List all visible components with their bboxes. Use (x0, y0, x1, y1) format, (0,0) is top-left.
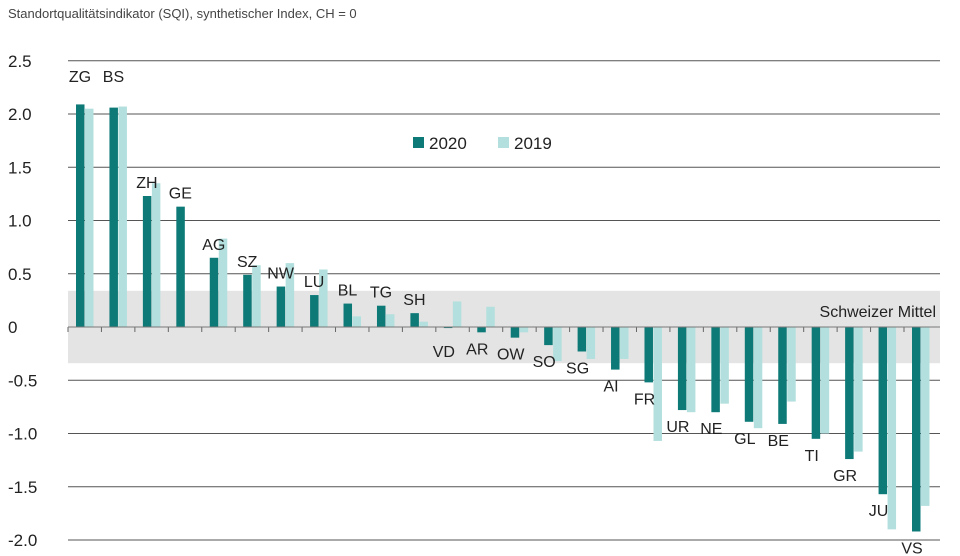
bar-2019-VS (921, 327, 930, 506)
y-tick-label: -2.0 (8, 531, 37, 550)
bar-2019-AR (486, 306, 495, 327)
bar-2020-TG (376, 305, 386, 327)
bar-2020-GL (744, 327, 754, 422)
category-label: GR (833, 468, 857, 485)
y-tick-label: -1.0 (8, 425, 37, 444)
bar-2020-SO (544, 327, 553, 346)
bar-2020-AR (477, 327, 486, 333)
bar-2019-LU (319, 269, 328, 327)
category-label: SG (566, 360, 589, 377)
bar-2020-OW (510, 327, 520, 338)
bar-2020-BS (109, 107, 118, 327)
category-label: BS (103, 69, 124, 86)
category-label: JU (869, 503, 889, 520)
bar-2019-BE (787, 327, 796, 402)
category-label: FR (634, 391, 655, 408)
category-label: SH (403, 292, 425, 309)
bar-2020-AG (209, 257, 219, 327)
category-label: GE (169, 186, 192, 203)
bar-2019-GR (854, 327, 863, 452)
category-label: TG (370, 285, 392, 302)
bar-2020-VS (912, 327, 921, 532)
bar-2020-LU (310, 295, 319, 327)
bar-2020-SG (577, 327, 587, 352)
bar-2019-NW (285, 263, 295, 327)
bar-2019-SH (419, 321, 428, 327)
bar-2020-BL (343, 303, 353, 327)
bar-2020-FR (644, 327, 653, 383)
bar-2020-AI (611, 327, 620, 370)
bar-2019-SO (553, 327, 562, 362)
category-label: ZG (69, 69, 91, 86)
y-tick-label: -1.5 (8, 478, 37, 497)
bar-2020-SZ (243, 274, 252, 327)
bar-2019-ZH (151, 183, 161, 327)
bar-2019-BS (118, 106, 127, 327)
legend-label: 2019 (514, 134, 552, 153)
bar-2019-GL (753, 327, 763, 429)
bar-2019-FR (653, 327, 662, 441)
bar-2020-ZG (76, 104, 85, 327)
category-label: VD (433, 344, 455, 361)
y-tick-label: 0.5 (8, 265, 32, 284)
bar-2019-ZG (85, 108, 94, 327)
category-label: SZ (237, 254, 258, 271)
bar-2020-BE (778, 327, 787, 424)
category-label: TI (805, 448, 819, 465)
bar-2020-ZH (142, 196, 152, 327)
bar-2019-BL (352, 316, 362, 327)
category-label: LU (304, 274, 324, 291)
category-label: ZH (136, 175, 157, 192)
y-tick-label: 2.0 (8, 105, 32, 124)
category-label: NW (267, 266, 295, 283)
band-label: Schweizer Mittel (820, 304, 936, 321)
category-label: AR (466, 341, 488, 358)
category-label: AI (603, 379, 618, 396)
chart-title: Standortqualitätsindikator (SQI), synthe… (8, 6, 357, 21)
bar-2020-NW (276, 286, 286, 327)
bar-2020-JU (878, 327, 888, 495)
bar-2020-TI (811, 327, 821, 439)
category-label: SO (533, 354, 556, 371)
category-label: VS (901, 540, 922, 556)
bar-2019-OW (519, 327, 529, 333)
category-label: GL (734, 431, 755, 448)
bar-2020-UR (677, 327, 687, 411)
legend-swatch-2020 (413, 137, 424, 148)
category-label: UR (666, 419, 689, 436)
y-tick-label: -0.5 (8, 371, 37, 390)
y-tick-label: 1.5 (8, 158, 32, 177)
category-label: NE (700, 421, 722, 438)
bar-2020-SH (410, 313, 419, 327)
bar-2019-AG (218, 238, 228, 327)
bar-2019-TI (820, 327, 830, 434)
bar-2020-NE (711, 327, 720, 413)
bar-2019-SG (586, 327, 596, 359)
bar-2020-GE (176, 206, 185, 327)
category-label: AG (202, 237, 225, 254)
bar-2019-VD (452, 301, 462, 327)
category-label: BL (338, 283, 358, 300)
bar-2019-SZ (252, 265, 261, 327)
bar-2019-NE (720, 327, 729, 404)
category-label: OW (497, 347, 525, 364)
y-tick-label: 2.5 (8, 52, 32, 71)
bar-2019-JU (887, 327, 897, 530)
y-tick-label: 0 (8, 318, 17, 337)
bar-2019-AI (620, 327, 629, 359)
legend-label: 2020 (429, 134, 467, 153)
bar-2020-GR (845, 327, 854, 460)
y-tick-label: 1.0 (8, 212, 32, 231)
bar-2020-VD (443, 327, 453, 329)
category-label: BE (768, 433, 789, 450)
bar-2019-TG (385, 314, 395, 327)
legend-swatch-2019 (498, 137, 509, 148)
bar-2019-UR (686, 327, 696, 413)
